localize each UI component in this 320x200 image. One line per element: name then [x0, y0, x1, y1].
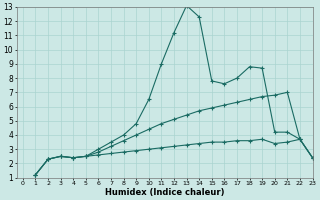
X-axis label: Humidex (Indice chaleur): Humidex (Indice chaleur) — [105, 188, 224, 197]
